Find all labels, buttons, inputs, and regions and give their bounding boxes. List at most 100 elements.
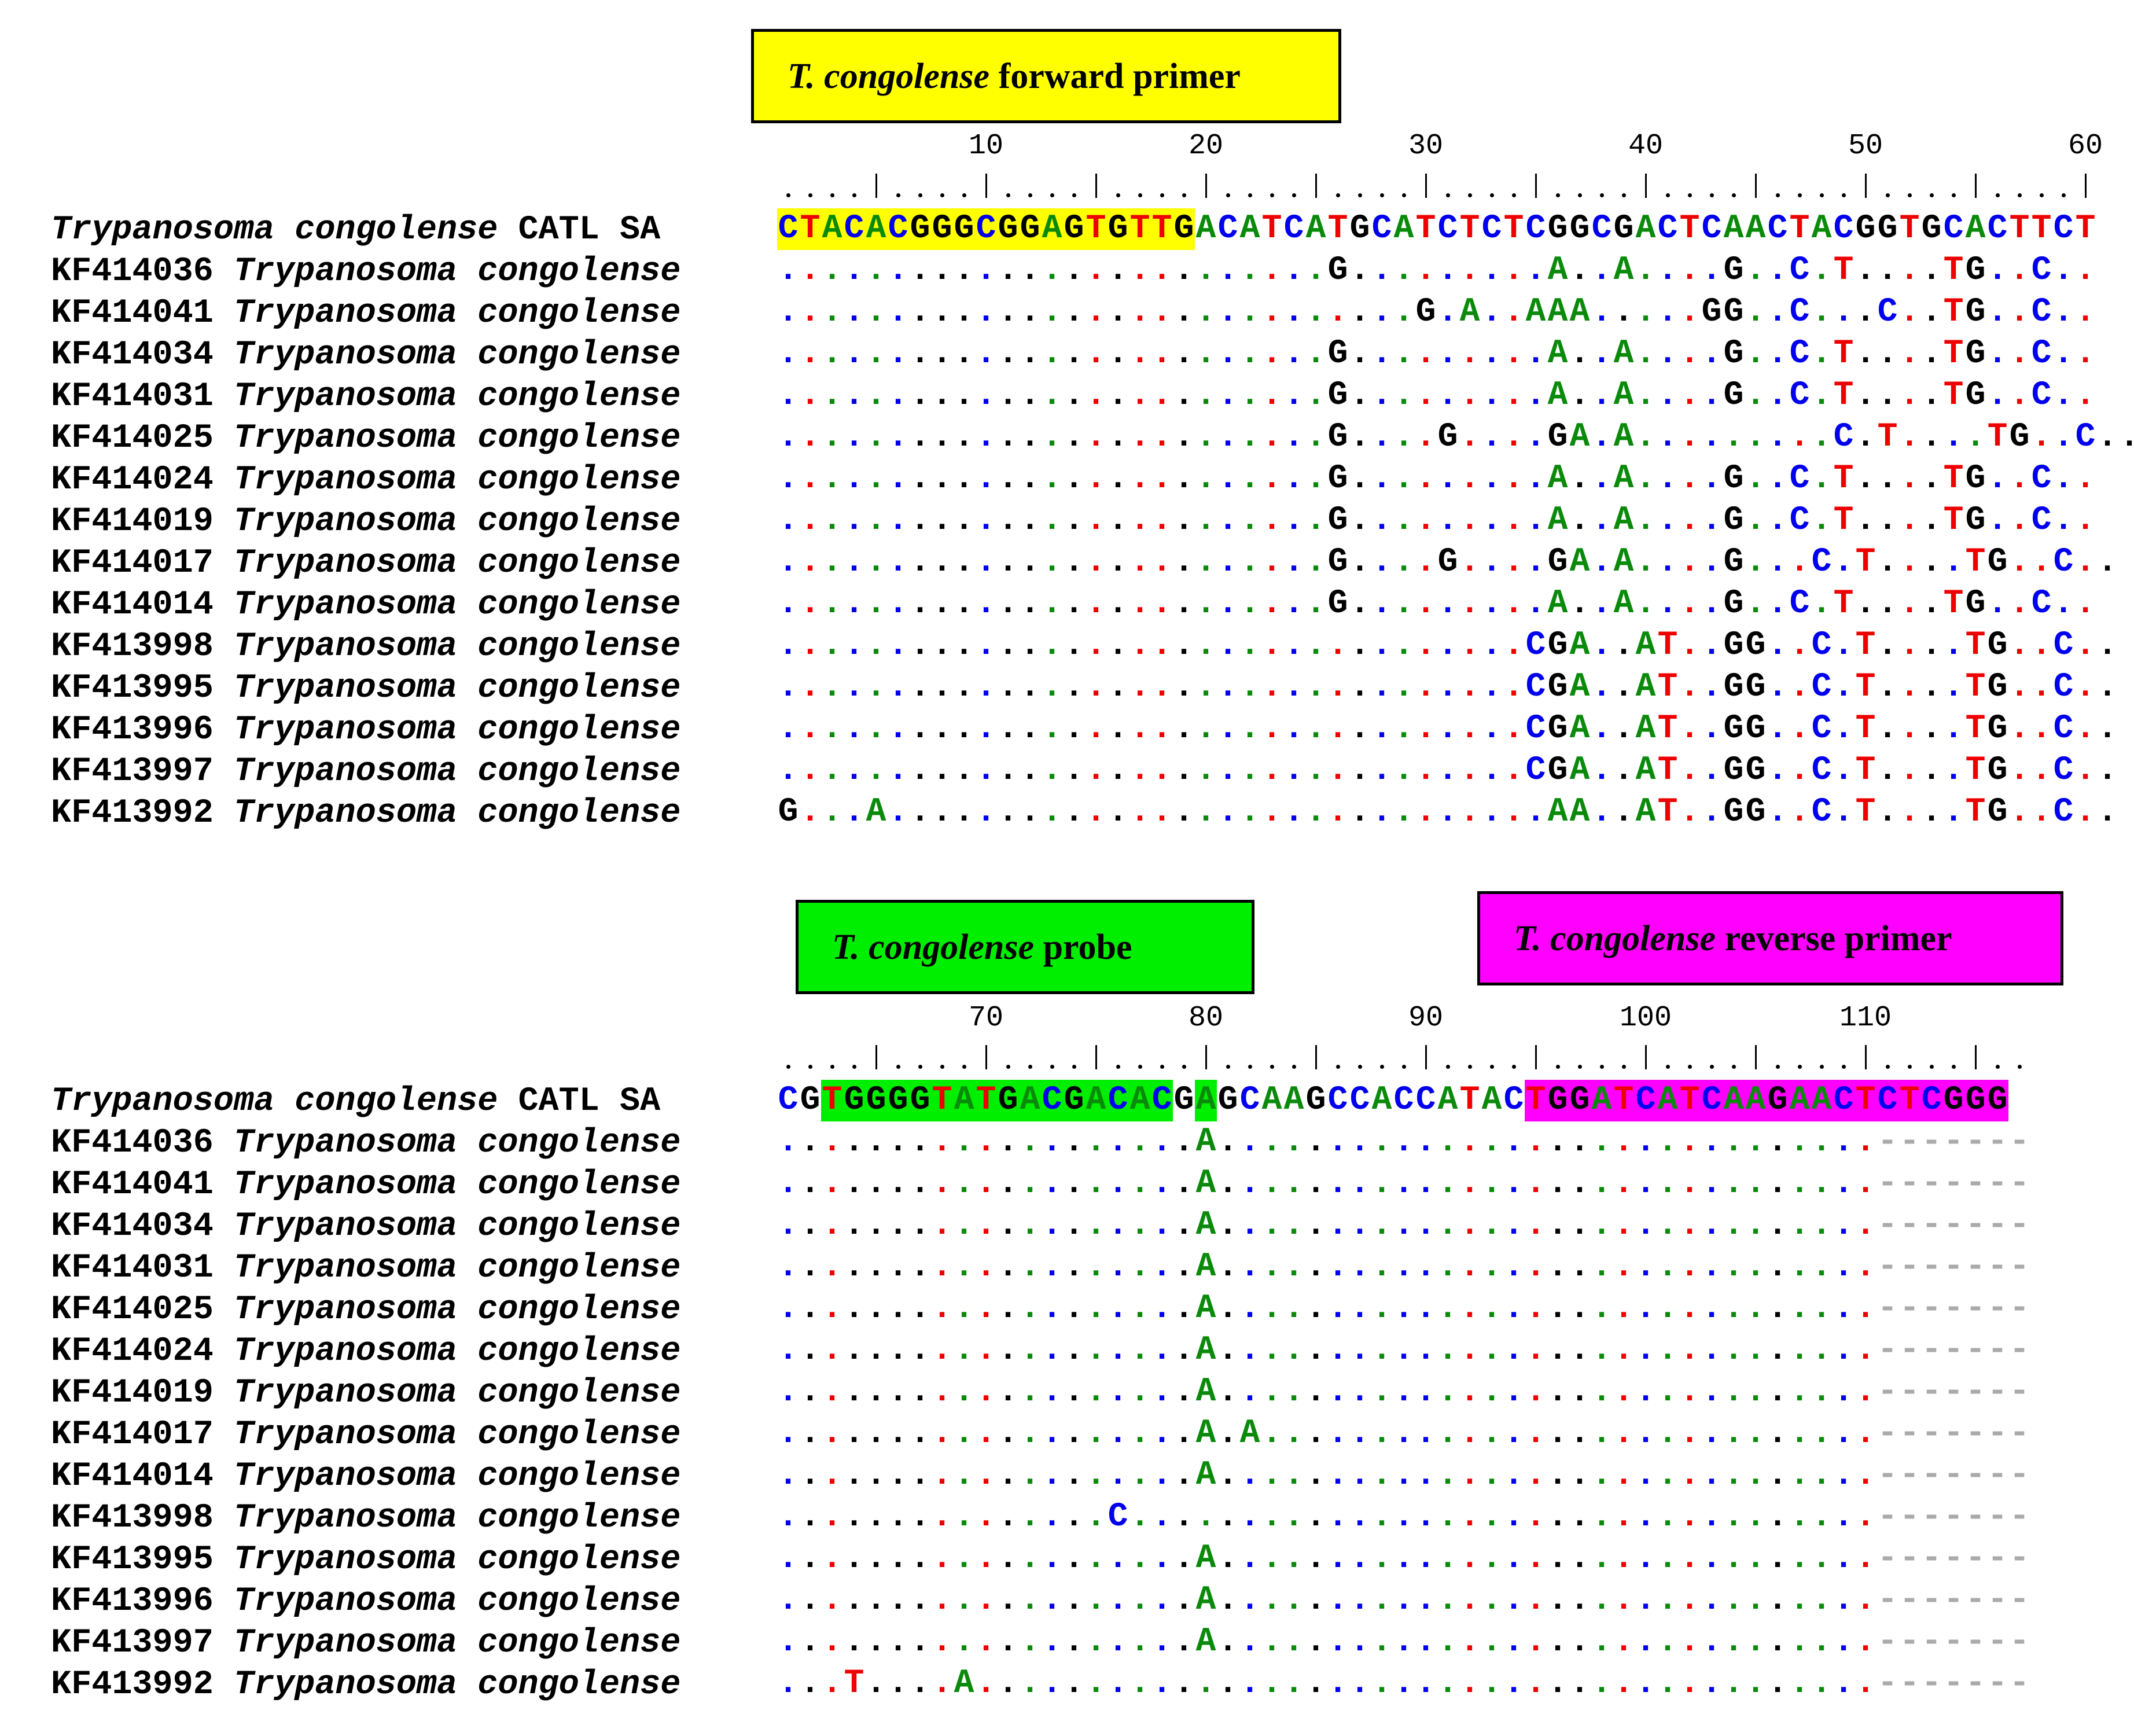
- identity-dot: .: [2009, 543, 2030, 581]
- identity-dot: .: [1899, 793, 1920, 831]
- ruler-dot: [1050, 193, 1054, 197]
- identity-dot: .: [1767, 627, 1788, 664]
- identity-dot: .: [2009, 293, 2030, 331]
- identity-dot: .: [844, 1332, 864, 1369]
- identity-dot: .: [1393, 252, 1414, 289]
- ruler-dot: [940, 1065, 944, 1069]
- identity-dot: .: [1569, 502, 1590, 539]
- identity-dot: .: [1305, 252, 1326, 289]
- nucleotide-g: G: [1723, 585, 1744, 623]
- identity-dot: .: [1151, 1373, 1172, 1411]
- identity-dot: .: [1679, 585, 1700, 623]
- identity-dot: .: [1151, 1623, 1172, 1661]
- identity-dot: .: [932, 1457, 952, 1494]
- identity-dot: .: [954, 627, 974, 664]
- ruler-dot: [1182, 193, 1186, 197]
- identity-dot: .: [910, 252, 930, 289]
- species-name: Trypanosoma congolense: [233, 460, 681, 499]
- identity-dot: .: [954, 1581, 974, 1619]
- identity-dot: .: [1261, 418, 1282, 456]
- identity-dot: .: [1591, 418, 1612, 456]
- ruler-dot: [1951, 193, 1956, 197]
- identity-dot: .: [1173, 1207, 1194, 1244]
- nucleotide-a: A: [1569, 793, 1590, 831]
- identity-dot: .: [954, 335, 974, 373]
- nucleotide-a: A: [1547, 585, 1568, 623]
- identity-dot: .: [1283, 627, 1304, 664]
- identity-dot: .: [1525, 1665, 1546, 1702]
- identity-dot: .: [1042, 585, 1062, 623]
- nucleotide-a: A: [1635, 710, 1656, 748]
- identity-dot: .: [800, 1123, 821, 1161]
- identity-dot: .: [1657, 1290, 1678, 1327]
- identity-dot: .: [1635, 335, 1656, 373]
- identity-dot: .: [1173, 502, 1194, 539]
- identity-dot: .: [1173, 1581, 1194, 1619]
- identity-dot: .: [1525, 252, 1546, 289]
- identity-dot: .: [1305, 335, 1326, 373]
- identity-dot: .: [2031, 543, 2052, 581]
- identity-dot: .: [1987, 293, 2008, 331]
- identity-dot: .: [1547, 1207, 1568, 1244]
- identity-dot: .: [1767, 460, 1788, 498]
- identity-dot: .: [1108, 627, 1128, 664]
- identity-dot: .: [1745, 1415, 1766, 1452]
- gap-mark: -: [1899, 1332, 1920, 1369]
- identity-dot: .: [1877, 502, 1898, 539]
- identity-dot: .: [1129, 1623, 1150, 1661]
- identity-dot: .: [1327, 1581, 1348, 1619]
- identity-dot: .: [888, 1123, 908, 1161]
- ruler-dot: [1467, 1065, 1472, 1069]
- identity-dot: .: [1393, 668, 1414, 706]
- identity-dot: .: [1591, 460, 1612, 498]
- identity-dot: .: [1108, 1290, 1128, 1327]
- identity-dot: .: [888, 1665, 908, 1702]
- identity-dot: .: [1064, 1581, 1084, 1619]
- nucleotide-g: G: [1613, 210, 1634, 248]
- identity-dot: .: [1723, 1581, 1744, 1619]
- identity-dot: .: [1064, 460, 1084, 498]
- identity-dot: .: [1855, 502, 1876, 539]
- identity-dot: .: [954, 1123, 974, 1161]
- nucleotide-c: C: [1108, 1498, 1128, 1536]
- identity-dot: .: [954, 1207, 974, 1244]
- identity-dot: .: [1481, 1290, 1502, 1327]
- identity-dot: .: [1591, 1165, 1612, 1202]
- gap-mark: -: [1877, 1373, 1898, 1411]
- species-name: Trypanosoma congolense: [233, 1373, 681, 1412]
- identity-dot: .: [1525, 585, 1546, 623]
- identity-dot: .: [1020, 1290, 1040, 1327]
- identity-dot: .: [1086, 1165, 1106, 1202]
- identity-dot: .: [844, 502, 864, 539]
- identity-dot: .: [1591, 627, 1612, 664]
- identity-dot: .: [2075, 293, 2096, 331]
- nucleotide-t: T: [1415, 210, 1436, 248]
- identity-dot: .: [1217, 1248, 1238, 1286]
- identity-dot: .: [1811, 1165, 1832, 1202]
- identity-dot: .: [778, 1665, 799, 1702]
- identity-dot: .: [1042, 543, 1062, 581]
- identity-dot: .: [1283, 1623, 1304, 1661]
- identity-dot: .: [866, 1457, 886, 1494]
- identity-dot: .: [1767, 1123, 1788, 1161]
- identity-dot: .: [954, 1540, 974, 1577]
- identity-dot: .: [954, 1623, 974, 1661]
- identity-dot: .: [1745, 252, 1766, 289]
- identity-dot: .: [866, 1540, 886, 1577]
- identity-dot: .: [976, 793, 996, 831]
- sequence-label: KF413998 Trypanosoma congolense: [51, 629, 680, 664]
- gap-mark: -: [1943, 1665, 1964, 1702]
- identity-dot: .: [1239, 418, 1260, 456]
- identity-dot: .: [1459, 585, 1480, 623]
- identity-dot: .: [1503, 1623, 1524, 1661]
- identity-dot: .: [866, 418, 886, 456]
- identity-dot: .: [1591, 668, 1612, 706]
- identity-dot: .: [2009, 252, 2030, 289]
- identity-dot: .: [976, 543, 996, 581]
- identity-dot: .: [1129, 418, 1150, 456]
- identity-dot: .: [1481, 585, 1502, 623]
- nucleotide-a: A: [1635, 752, 1656, 789]
- identity-dot: .: [1811, 1123, 1832, 1161]
- identity-dot: .: [1415, 1540, 1436, 1577]
- accession-number: KF414014: [51, 585, 214, 624]
